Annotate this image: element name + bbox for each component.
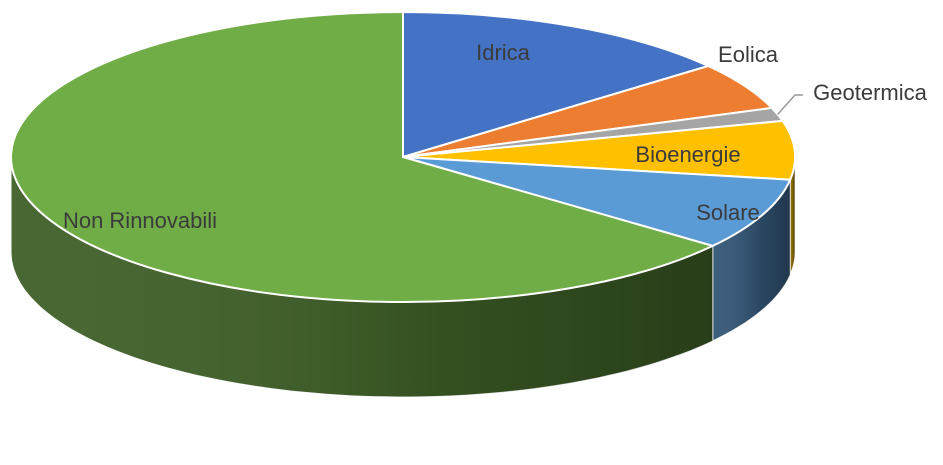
leader-line-geotermica — [777, 94, 803, 115]
pie-slice-solare — [402, 156, 792, 247]
slice-label-bioenergie: Bioenergie — [635, 142, 740, 167]
pie-tops — [10, 10, 797, 303]
slice-label-idrica: Idrica — [476, 40, 531, 65]
pie-side-shade-non-rinnovabili — [11, 157, 713, 397]
pie-sides — [10, 156, 796, 398]
slice-label-geotermica: Geotermica — [813, 80, 927, 105]
pie-labels: Idrica Eolica Geotermica Bioenergie Solare No… — [63, 40, 928, 233]
slice-label-non-rinnovabili: Non Rinnovabili — [63, 208, 217, 233]
pie-slice-non-rinnovabili — [10, 10, 716, 303]
slice-label-solare: Solare — [696, 200, 760, 225]
pie-slice-idrica — [402, 10, 712, 159]
pie-slice-bioenergie — [402, 119, 797, 181]
pie-side-shade-solare — [712, 179, 791, 341]
pie-side-shade-bioenergie — [790, 157, 795, 275]
slice-label-eolica: Eolica — [718, 42, 779, 67]
